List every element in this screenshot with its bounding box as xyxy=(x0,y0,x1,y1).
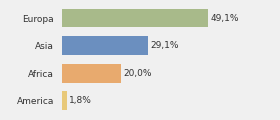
Bar xyxy=(62,36,148,55)
Bar xyxy=(62,9,208,27)
Text: 1,8%: 1,8% xyxy=(69,96,92,105)
Text: 20,0%: 20,0% xyxy=(123,69,152,78)
Text: 29,1%: 29,1% xyxy=(151,41,179,50)
Text: 49,1%: 49,1% xyxy=(210,14,239,23)
Bar xyxy=(62,64,121,83)
Bar xyxy=(62,91,67,110)
